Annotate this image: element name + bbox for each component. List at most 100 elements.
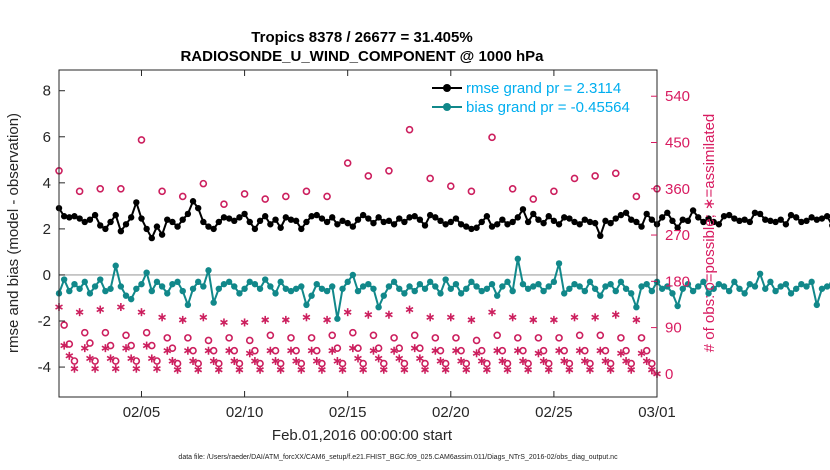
obs-assimilated-point-15	[132, 364, 141, 373]
obs-possible-point-112	[632, 192, 641, 201]
asterisk-stroke	[80, 345, 89, 351]
legend-label-bias: bias grand pr = -0.45564	[466, 99, 630, 116]
y-tick-label-3: 2	[43, 221, 51, 238]
series-0-point-70	[416, 216, 424, 223]
series-0-point-145	[803, 217, 810, 225]
series-1-point-60	[365, 280, 372, 288]
obs-assimilated-point-24	[178, 315, 187, 324]
series-1-point-121	[679, 285, 686, 292]
asterisk-stroke	[395, 355, 404, 362]
series-0-point-12	[117, 227, 125, 235]
series-1-point-41	[267, 283, 274, 290]
series-0-point-5	[81, 218, 88, 226]
obs-possible-point-19	[153, 357, 161, 365]
asterisk-stroke	[405, 306, 414, 313]
series-0-point-125	[700, 218, 707, 226]
obs-possible-point-86	[498, 346, 507, 355]
series-0-point-134	[746, 218, 753, 226]
series-0-point-79	[463, 223, 470, 230]
obs-assimilated-point-67	[400, 365, 409, 374]
obs-assimilated-point-85	[493, 346, 502, 355]
obs-assimilated-point-49	[307, 346, 316, 355]
series-1-point-143	[792, 285, 800, 292]
series-1-point-26	[189, 285, 197, 292]
series-1-point-71	[421, 285, 429, 292]
obs-assimilated-point-3	[70, 364, 79, 373]
series-0-point-6	[86, 216, 94, 223]
series-0-point-28	[200, 218, 207, 226]
obs-possible-point-64	[385, 166, 393, 175]
obs-assimilated-point-39	[256, 365, 264, 374]
series-1-point-82	[478, 287, 485, 295]
legend-marker-rmse	[443, 84, 451, 92]
obs-assimilated-point-103	[586, 365, 594, 374]
obs-possible-point-74	[436, 346, 445, 355]
asterisk-stroke	[591, 314, 600, 321]
series-1-point-54	[334, 315, 341, 322]
obs-assimilated-point-88	[508, 313, 517, 322]
series-1-point-107	[607, 280, 614, 288]
series-0-point-82	[478, 218, 485, 226]
obs-assimilated-point-81	[472, 349, 481, 358]
y2-tick-label-5: 450	[665, 134, 690, 151]
asterisk-stroke	[323, 317, 331, 323]
obs-assimilated-point-108	[611, 310, 620, 319]
obs-possible-point-82	[477, 346, 486, 355]
obs-assimilated-point-82	[477, 357, 486, 366]
obs-assimilated-point-105	[596, 346, 605, 355]
asterisk-stroke	[627, 367, 636, 373]
asterisk-stroke	[369, 348, 378, 354]
x-tick-label-3: 02/20	[432, 404, 470, 421]
asterisk-stroke	[508, 314, 517, 321]
obs-assimilated-point-68	[405, 305, 414, 314]
footer-data-file: data file: /Users/raeder/DAI/ATM_forcXX/…	[178, 454, 618, 461]
series-1-point-109	[617, 278, 625, 286]
obs-assimilated-point-1	[60, 341, 69, 350]
series-0-point-119	[669, 217, 676, 225]
asterisk-stroke	[271, 358, 280, 364]
series-1-point-99	[566, 285, 573, 292]
series-1-point-34	[231, 283, 238, 290]
series-1-point-90	[519, 280, 527, 288]
asterisk-stroke	[168, 358, 177, 364]
obs-possible-point-25	[184, 334, 192, 342]
obs-assimilated-point-7	[91, 364, 99, 373]
asterisk-stroke	[101, 345, 110, 351]
obs-assimilated-point-107	[606, 365, 615, 374]
series-0-point-43	[277, 224, 284, 231]
y-tick-label-1: -2	[38, 313, 51, 330]
series-1-point-10	[107, 285, 114, 292]
obs-possible-point-33	[225, 334, 233, 342]
series-0-point-11	[112, 211, 119, 219]
series-0-point-65	[390, 221, 398, 228]
series-0-point-48	[303, 218, 310, 226]
obs-possible-point-4	[75, 187, 84, 196]
asterisk-stroke	[364, 312, 373, 318]
series-1-point-79	[463, 285, 470, 292]
asterisk-stroke	[441, 367, 450, 373]
obs-assimilated-point-113	[637, 349, 646, 358]
asterisk-stroke	[343, 309, 352, 315]
series-1-point-27	[194, 278, 202, 286]
obs-possible-point-5	[80, 328, 89, 337]
obs-possible-point-98	[560, 346, 569, 355]
series-0-point-63	[380, 218, 387, 226]
series-0-point-24	[179, 216, 186, 223]
obs-count-markers	[55, 125, 661, 378]
series-0-point-140	[777, 216, 784, 223]
asterisk-stroke	[560, 358, 569, 364]
obs-assimilated-point-102	[580, 357, 589, 366]
series-0-point-35	[236, 214, 243, 221]
asterisk-stroke	[302, 314, 311, 321]
series-0-point-44	[282, 214, 290, 221]
series-0-point-89	[514, 214, 522, 221]
series-0-point-29	[205, 223, 212, 230]
asterisk-stroke	[647, 367, 656, 373]
series-1-point-73	[432, 283, 439, 290]
obs-possible-point-45	[287, 334, 295, 342]
series-1-point-58	[354, 287, 362, 295]
series-1-point-6	[86, 290, 94, 297]
asterisk-stroke	[256, 367, 264, 373]
obs-possible-point-57	[349, 328, 357, 337]
